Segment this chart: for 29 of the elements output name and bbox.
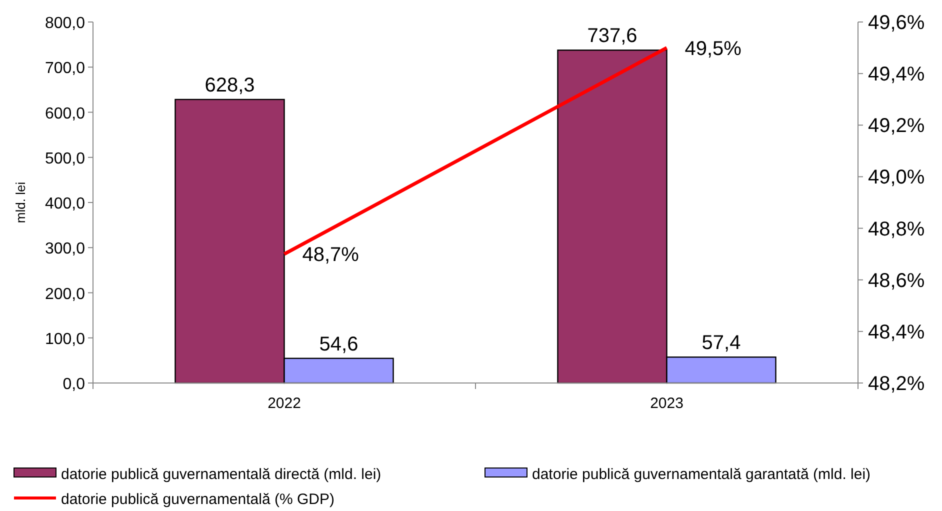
y2-tick-label: 48,4% [868, 321, 925, 344]
y2-tick-label: 48,8% [868, 218, 925, 240]
y-tick-label: 400,0 [44, 196, 86, 212]
x-tick-label: 2023 [650, 395, 684, 412]
y2-tick-label: 49,0% [868, 166, 925, 189]
y-tick-label: 300,0 [44, 240, 86, 258]
y-tick-label: 600,0 [44, 105, 86, 122]
y2-tick-label: 48,6% [868, 270, 925, 292]
y-tick-label: 500,0 [44, 150, 86, 168]
y-tick-label: 0,0 [62, 376, 86, 393]
data-label: 54,6 [319, 333, 358, 356]
data-label: 57,4 [702, 332, 741, 354]
y-tick-label: 100,0 [44, 330, 86, 348]
y-tick-label: 700,0 [44, 60, 86, 78]
y2-tick-label: 48,2% [868, 373, 925, 395]
data-label: 628,3 [204, 74, 255, 96]
legend-label: datorie publică guvernamentală (% GDP) [61, 491, 334, 508]
data-label: 49,5% [684, 38, 742, 60]
data-label: 737,6 [587, 25, 638, 48]
legend-label: datorie publică guvernamentală directă (mld. lei) [61, 466, 382, 483]
y2-tick-label: 49,6% [868, 12, 925, 34]
data-label: 48,7% [302, 244, 360, 266]
y2-tick-label: 49,2% [868, 115, 925, 138]
y2-tick-label: 49,4% [868, 64, 925, 86]
y-tick-label: 200,0 [44, 286, 86, 303]
y-axis-title: mld. lei [13, 182, 28, 224]
legend-label: datorie publică guvernamentală garantată (mld. lei) [532, 466, 871, 483]
y-tick-label: 800,0 [44, 15, 86, 32]
x-tick-label: 2022 [268, 395, 301, 412]
